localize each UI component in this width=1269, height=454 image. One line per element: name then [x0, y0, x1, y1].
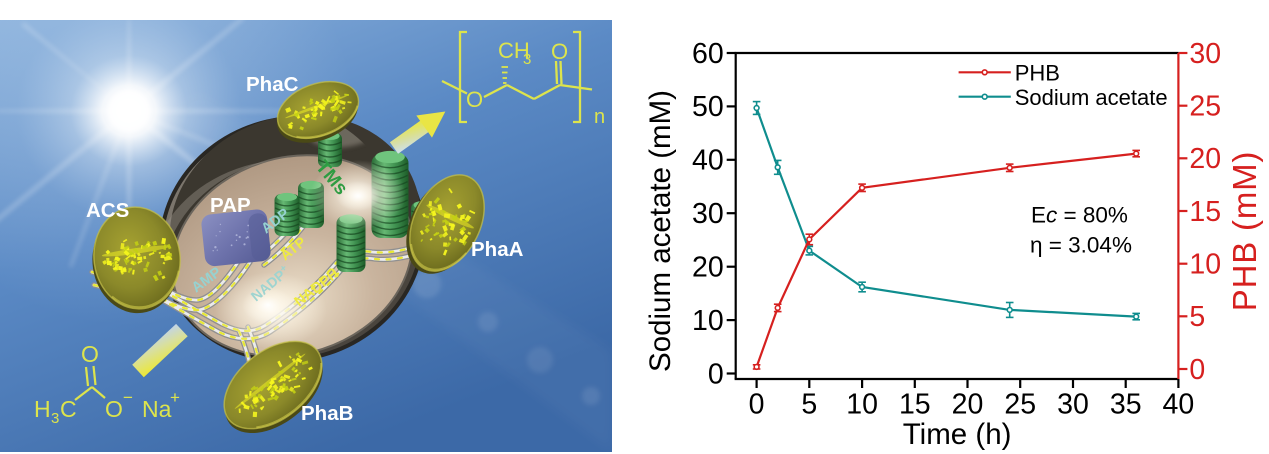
svg-text:PhaC: PhaC — [246, 73, 299, 96]
svg-text:H: H — [34, 396, 51, 422]
svg-text:10: 10 — [1189, 249, 1221, 281]
svg-text:3: 3 — [523, 51, 531, 68]
svg-text:30: 30 — [1057, 389, 1089, 421]
svg-text:20: 20 — [952, 389, 984, 421]
svg-text:15: 15 — [899, 389, 931, 421]
svg-text:40: 40 — [1163, 389, 1195, 421]
svg-text:PAP: PAP — [210, 194, 251, 217]
svg-text:n: n — [594, 106, 605, 128]
svg-text:O: O — [551, 39, 568, 64]
svg-text:20: 20 — [692, 252, 724, 284]
svg-text:O: O — [466, 87, 483, 112]
svg-text:ACS: ACS — [86, 199, 129, 222]
svg-text:PHB: PHB — [1015, 61, 1060, 86]
svg-text:20: 20 — [1189, 143, 1221, 175]
svg-text:10: 10 — [692, 305, 724, 337]
svg-text:5: 5 — [801, 389, 817, 421]
svg-text:+: + — [170, 388, 180, 407]
svg-text:0: 0 — [1189, 354, 1205, 386]
svg-text:0: 0 — [708, 358, 724, 390]
svg-text:Ec = 80%: Ec = 80% — [1031, 203, 1128, 228]
svg-text:Na: Na — [142, 396, 172, 422]
svg-text:35: 35 — [1110, 389, 1142, 421]
svg-text:15: 15 — [1189, 196, 1221, 228]
svg-text:30: 30 — [692, 198, 724, 230]
svg-text:40: 40 — [692, 145, 724, 177]
svg-text:PHB (mM): PHB (mM) — [1226, 151, 1263, 311]
svg-text:η = 3.04%: η = 3.04% — [1030, 233, 1132, 258]
svg-text:−: − — [123, 388, 133, 407]
svg-text:5: 5 — [1189, 301, 1205, 333]
svg-text:30: 30 — [1189, 38, 1221, 70]
svg-text:Sodium acetate (mM): Sodium acetate (mM) — [644, 90, 677, 372]
svg-text:CH: CH — [498, 38, 530, 63]
svg-text:0: 0 — [749, 389, 765, 421]
svg-text:C: C — [60, 396, 77, 422]
svg-text:PhaB: PhaB — [301, 402, 353, 425]
svg-text:O: O — [105, 396, 123, 422]
svg-text:10: 10 — [846, 389, 878, 421]
svg-text:PhaA: PhaA — [471, 238, 524, 261]
svg-text:O: O — [81, 341, 99, 367]
svg-text:Sodium acetate: Sodium acetate — [1015, 85, 1168, 110]
svg-text:25: 25 — [1004, 389, 1036, 421]
svg-text:60: 60 — [692, 38, 724, 70]
svg-text:Time (h): Time (h) — [903, 418, 1012, 451]
svg-text:50: 50 — [692, 91, 724, 123]
svg-text:25: 25 — [1189, 91, 1221, 123]
svg-text:3: 3 — [51, 410, 59, 427]
